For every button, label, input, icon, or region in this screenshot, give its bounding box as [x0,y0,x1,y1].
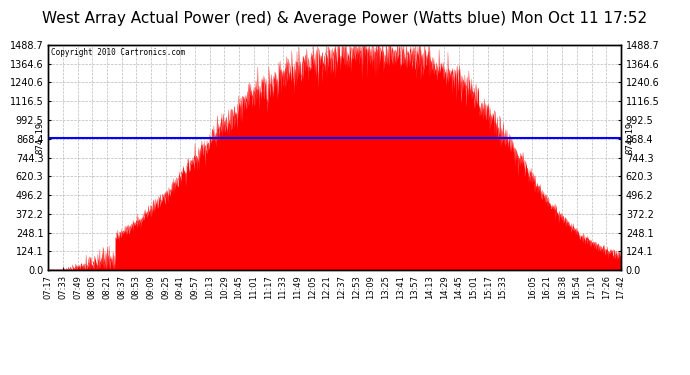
Text: West Array Actual Power (red) & Average Power (Watts blue) Mon Oct 11 17:52: West Array Actual Power (red) & Average … [43,11,647,26]
Text: 874.19: 874.19 [35,122,44,154]
Text: 874.19: 874.19 [625,122,634,154]
Text: Copyright 2010 Cartronics.com: Copyright 2010 Cartronics.com [51,48,186,57]
